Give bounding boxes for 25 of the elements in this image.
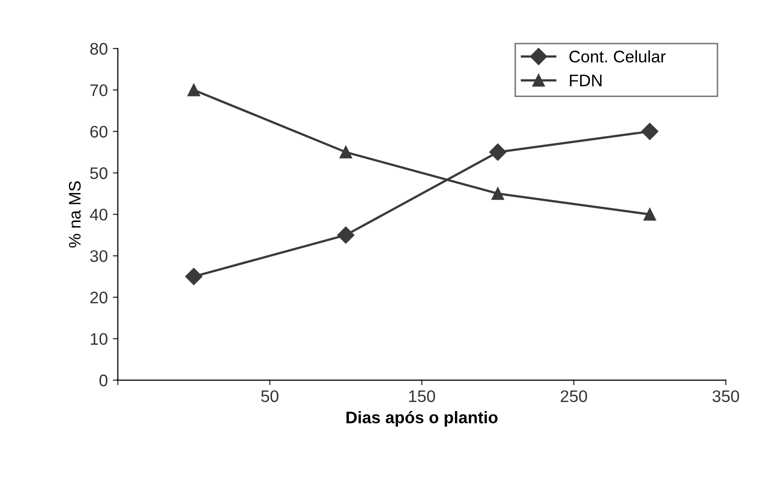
y-tick-label: 40 [90,208,108,221]
y-tick-label: 0 [99,374,108,386]
y-tick-label: 10 [90,333,108,345]
point [492,187,504,200]
x-tick-label: 250 [560,390,588,402]
x-tick-label: 50 [261,390,278,402]
point [489,144,506,161]
point [340,146,352,158]
y-axis-title: % na MS [68,181,81,248]
y-tick-label: 60 [90,126,108,138]
legend-label: FDN [570,74,602,86]
x-axis-title: Dias após o plantio [346,410,498,427]
y-tick-label: 20 [90,292,108,304]
y-tick-label: 50 [90,167,108,180]
y-tick-label: 70 [90,84,108,96]
point [185,268,202,286]
y-tick-label: 80 [90,42,108,55]
x-tick-label: 350 [712,390,740,402]
point [644,208,656,221]
y-tick-label: 30 [90,250,108,262]
point [188,84,200,96]
point [337,226,354,244]
point [641,122,658,140]
legend-label: Cont. Celular [569,50,666,62]
x-tick-label: 150 [409,390,436,402]
